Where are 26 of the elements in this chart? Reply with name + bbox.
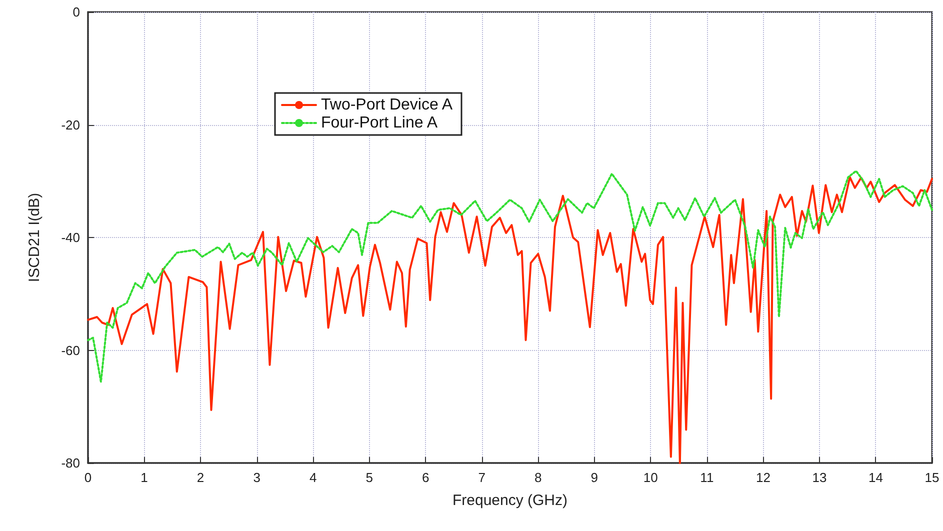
x-tick-label: 9 — [590, 470, 598, 485]
legend-label: Four-Port Line A — [321, 114, 438, 132]
y-tick-label: 0 — [72, 4, 80, 20]
y-tick-label: -60 — [61, 342, 80, 358]
x-tick-label: 4 — [309, 470, 317, 485]
x-tick-label: 14 — [868, 470, 883, 485]
x-tick-label: 6 — [422, 470, 430, 485]
x-tick-label: 10 — [643, 470, 658, 485]
x-tick-label: 2 — [196, 470, 204, 485]
y-tick-label: -20 — [61, 117, 80, 132]
x-tick-label: 12 — [756, 470, 770, 485]
line-series — [87, 170, 933, 383]
x-tick-label: 5 — [366, 470, 373, 485]
legend-label: Two-Port Device A — [321, 96, 453, 114]
y-tick-label: -80 — [61, 456, 80, 470]
x-tick-label: 11 — [700, 470, 714, 485]
x-axis-title: Frequency (GHz) — [452, 492, 568, 509]
x-tick-label: 3 — [253, 470, 260, 485]
x-tick-label: 8 — [534, 470, 542, 485]
y-axis-title: ISCD21 I(dB) — [26, 192, 43, 282]
x-tick-label: 1 — [140, 470, 148, 485]
x-tick-label: 15 — [924, 470, 940, 485]
x-tick-label: 0 — [84, 470, 92, 485]
x-tick-label: 7 — [478, 470, 486, 485]
x-tick-label: 13 — [812, 470, 827, 485]
y-tick-label: -40 — [61, 230, 80, 245]
